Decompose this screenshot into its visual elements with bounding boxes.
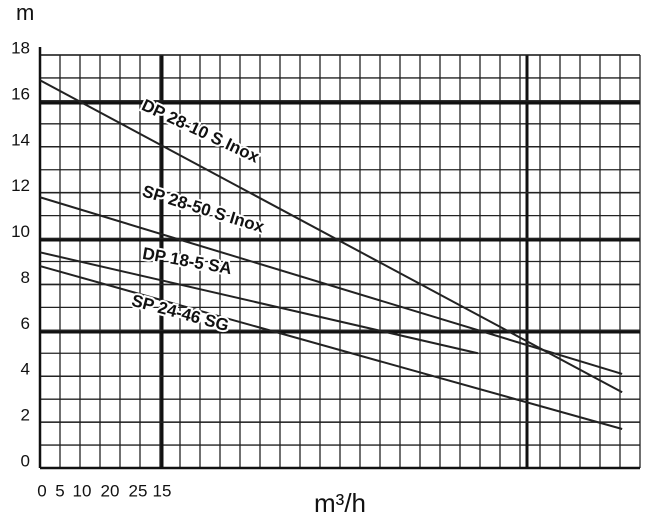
y-tick-label: 2 xyxy=(21,406,30,425)
y-tick-label: 12 xyxy=(11,176,30,195)
x-tick-label: 25 xyxy=(129,481,148,500)
x-tick-label: 15 xyxy=(153,481,172,500)
series-label: SP 28-50 S Inox xyxy=(140,181,267,236)
series-line xyxy=(39,196,623,375)
y-tick-label: 14 xyxy=(11,130,30,149)
series-label: DP 28-10 S Inox xyxy=(139,96,263,167)
y-tick-label: 6 xyxy=(21,314,30,333)
series-line xyxy=(39,251,479,355)
series-line xyxy=(39,79,623,394)
y-tick-label: 0 xyxy=(21,451,30,470)
x-tick-label: 5 xyxy=(55,481,64,500)
y-tick-label: 16 xyxy=(11,84,30,103)
series-line xyxy=(39,265,623,430)
y-tick-label: 18 xyxy=(11,38,30,57)
y-tick-label: 4 xyxy=(21,360,30,379)
x-tick-label: 20 xyxy=(101,481,120,500)
x-axis-label: m³/h xyxy=(314,488,366,518)
y-tick-label: 8 xyxy=(21,268,30,287)
x-tick-label: 10 xyxy=(73,481,92,500)
y-tick-label: 10 xyxy=(11,222,30,241)
y-axis-label: m xyxy=(16,0,34,25)
x-tick-label: 0 xyxy=(37,481,46,500)
